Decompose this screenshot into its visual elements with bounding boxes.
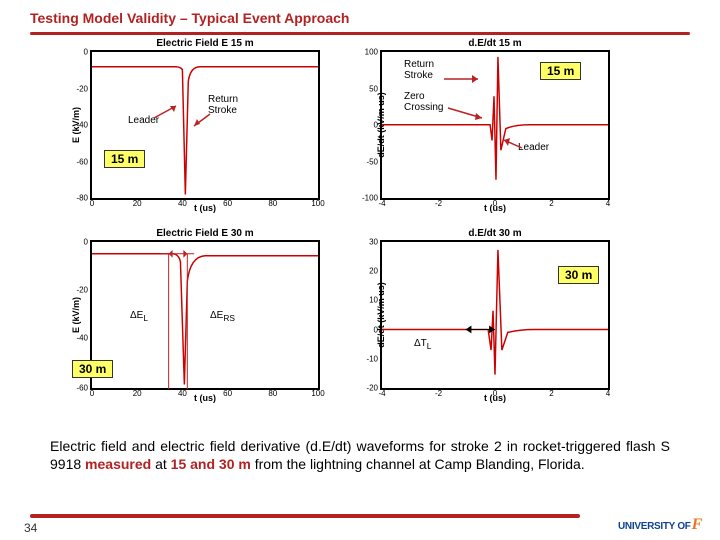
annot-rs: Return Stroke [404, 60, 434, 81]
caption: Electric field and electric field deriva… [50, 438, 670, 473]
badge-15m: 15 m [540, 62, 581, 80]
title-rule [30, 32, 690, 35]
yticks: 3020100-10-20 [356, 242, 380, 388]
annot-zc: Zero Crossing [404, 92, 443, 113]
xticks: 020406080100 [92, 199, 318, 209]
arrow-icon [446, 104, 486, 122]
badge-15m: 15 m [104, 150, 145, 168]
xticks: -4-2024 [382, 199, 608, 209]
arrow-icon [190, 110, 212, 130]
slide-number: 34 [24, 521, 37, 535]
annot-dtl: ΔTL [414, 338, 431, 351]
annot-rs: Return Stroke [208, 95, 238, 116]
xticks: 020406080100 [92, 389, 318, 399]
slide-title: Testing Model Validity – Typical Event A… [0, 0, 720, 30]
panel-title: d.E/dt 30 m [382, 228, 608, 239]
arrow-icon [500, 136, 524, 152]
panel-title: Electric Field E 15 m [92, 38, 318, 49]
waveform [92, 242, 318, 389]
panel-title: d.E/dt 15 m [382, 38, 608, 49]
waveform [382, 242, 608, 389]
footer-rule [30, 514, 580, 518]
panel-e30: Electric Field E 30 m E (kV/m) t (us) 0-… [90, 240, 320, 390]
xticks: -4-2024 [382, 389, 608, 399]
annot-del: ΔEL [130, 310, 148, 323]
chart-grid: Electric Field E 15 m E (kV/m) t (us) 0-… [90, 40, 650, 420]
badge-30m: 30 m [558, 266, 599, 284]
arrow-icon [442, 72, 482, 86]
badge-30m: 30 m [72, 360, 113, 378]
uf-logo: UNIVERSITY OFF [618, 516, 702, 534]
annot-ders: ΔERS [210, 310, 235, 323]
arrow-icon [150, 102, 180, 120]
panel-dedt30: d.E/dt 30 m dE/dt (kV/m us) t (us) 30201… [380, 240, 610, 390]
yticks: 0-20-40-60-80 [66, 52, 90, 198]
panel-title: Electric Field E 30 m [92, 228, 318, 239]
yticks: 100500-50-100 [356, 52, 380, 198]
